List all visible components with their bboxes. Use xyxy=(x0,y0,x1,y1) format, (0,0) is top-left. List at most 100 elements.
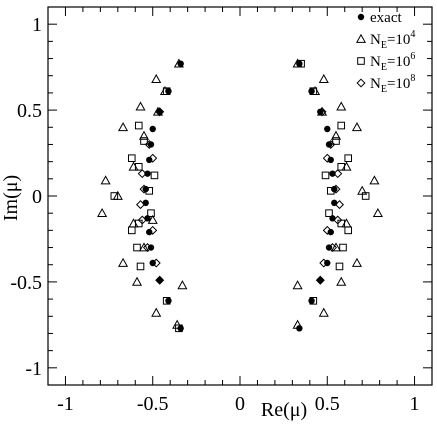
data-point xyxy=(324,259,331,267)
data-point xyxy=(149,125,156,133)
data-point xyxy=(329,215,336,222)
data-point xyxy=(136,262,145,271)
data-point xyxy=(336,276,347,286)
data-point xyxy=(318,73,329,84)
data-point xyxy=(361,192,370,200)
data-point xyxy=(144,170,151,177)
data-point xyxy=(97,207,108,218)
legend-marker xyxy=(356,78,366,88)
axis-ticks xyxy=(47,6,433,386)
data-point xyxy=(344,226,353,235)
y-tick-label: 0.5 xyxy=(17,100,42,122)
data-point xyxy=(292,280,303,290)
data-point xyxy=(351,122,362,132)
data-point xyxy=(147,209,155,217)
data-point xyxy=(149,259,156,267)
data-point xyxy=(339,243,347,252)
data-point xyxy=(151,307,162,317)
data-point xyxy=(344,154,353,162)
data-point xyxy=(336,101,347,111)
data-point xyxy=(127,226,136,235)
data-point xyxy=(144,215,151,222)
data-point xyxy=(150,171,159,180)
tick-labels: -1 -0.5 0 0.5 1 -1 -0.5 0 0.5 1 xyxy=(10,14,419,415)
data-point xyxy=(325,141,333,148)
legend-label: NE=108 xyxy=(370,73,415,95)
data-point xyxy=(147,244,155,251)
data-point xyxy=(321,171,330,180)
x-tick-label: -1 xyxy=(57,393,74,415)
data-point xyxy=(337,219,346,228)
data-point xyxy=(127,154,136,162)
data-point xyxy=(147,214,158,224)
data-point xyxy=(325,244,333,251)
data-point xyxy=(351,257,362,267)
data-point xyxy=(331,199,338,207)
x-tick-label: 0 xyxy=(235,393,245,415)
data-point xyxy=(133,243,141,252)
data-point xyxy=(177,325,184,332)
data-point xyxy=(146,228,153,236)
data-point xyxy=(317,108,324,116)
data-point xyxy=(151,73,162,84)
data-point xyxy=(140,137,148,145)
data-point xyxy=(296,60,303,67)
data-point xyxy=(329,170,336,177)
data-point xyxy=(372,207,383,218)
data-point xyxy=(177,60,184,67)
data-point xyxy=(332,137,340,145)
y-axis-label: Im(μ) xyxy=(0,175,22,221)
data-point xyxy=(156,276,163,284)
data-point xyxy=(146,156,153,164)
x-tick-label: 0.5 xyxy=(315,393,340,415)
y-tick-label: 1 xyxy=(32,14,42,36)
y-tick-label: -0.5 xyxy=(10,272,42,294)
data-point xyxy=(325,209,333,217)
data-point xyxy=(131,276,143,286)
data-point xyxy=(100,175,111,185)
data-point xyxy=(138,242,150,252)
data-point xyxy=(165,297,172,305)
data-point xyxy=(142,185,149,193)
data-point xyxy=(134,219,143,228)
data-point xyxy=(317,276,324,284)
data-point xyxy=(118,122,129,132)
legend-label: exact xyxy=(370,10,402,26)
x-axis-label: Re(μ) xyxy=(261,399,307,421)
data-point xyxy=(331,185,338,193)
x-tick-label: -0.5 xyxy=(137,393,169,415)
data-point xyxy=(142,199,149,207)
data-point xyxy=(134,162,143,171)
data-point xyxy=(318,307,329,317)
data-point xyxy=(327,228,334,236)
data-point xyxy=(135,101,146,111)
data-point xyxy=(165,87,172,95)
data-point xyxy=(110,192,119,200)
data-point xyxy=(369,175,380,185)
legend-marker xyxy=(355,33,367,43)
data-point xyxy=(337,162,346,171)
data-point xyxy=(138,130,150,140)
data-point xyxy=(296,325,303,332)
data-point xyxy=(147,141,155,148)
data-point xyxy=(177,280,188,290)
data-point xyxy=(308,87,315,95)
data-marks xyxy=(97,58,383,333)
legend-label: NE=104 xyxy=(370,29,415,51)
data-point xyxy=(337,121,346,130)
y-tick-label: 0 xyxy=(32,186,42,208)
y-tick-label: -1 xyxy=(25,358,42,380)
data-point xyxy=(172,319,183,329)
data-point xyxy=(330,130,342,140)
legend-marker xyxy=(357,13,365,21)
data-point xyxy=(330,242,342,252)
data-point xyxy=(308,297,315,305)
data-point xyxy=(335,262,344,271)
data-point xyxy=(156,108,163,116)
legend-label: NE=106 xyxy=(370,51,415,73)
data-point xyxy=(327,156,334,164)
data-point xyxy=(134,121,143,130)
x-tick-label: 1 xyxy=(410,393,420,415)
